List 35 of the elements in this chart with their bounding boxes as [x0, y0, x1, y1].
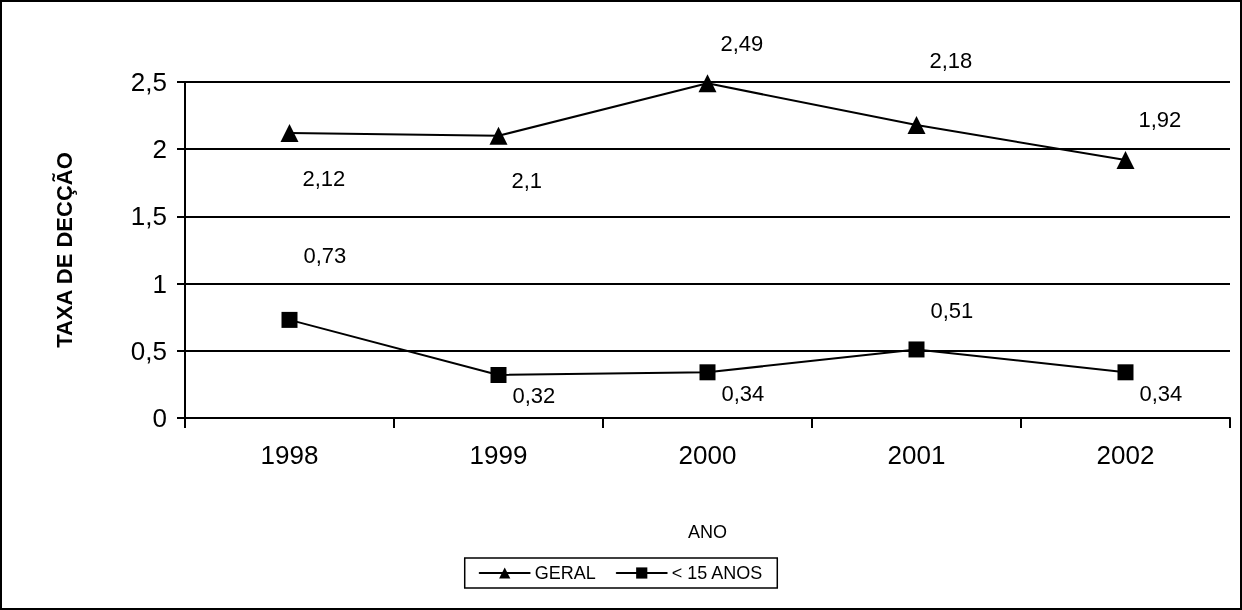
point [490, 366, 507, 383]
data-label: 2,12 [302, 165, 346, 191]
data-label: 2,18 [929, 47, 973, 73]
y-axis-title: TAXA DE DECÇÃO [51, 152, 77, 348]
data-label: 0,34 [721, 380, 765, 406]
point [1116, 150, 1135, 169]
legend-label: < 15 ANOS [671, 563, 763, 583]
legend-label: GERAL [534, 563, 596, 583]
data-label: 2,1 [511, 168, 543, 194]
point [908, 341, 925, 358]
data-label: 0,51 [930, 297, 974, 323]
data-label: 1,92 [1138, 107, 1182, 133]
point [1117, 364, 1134, 381]
point [281, 311, 298, 328]
y-tick-label: 1,5 [130, 201, 167, 232]
y-tick-label: 0,5 [130, 335, 167, 366]
x-tick-label: 2002 [1096, 440, 1155, 470]
point [907, 116, 926, 135]
data-label: 2,49 [720, 30, 764, 56]
y-tick-label: 0 [152, 403, 167, 433]
x-tick-label: 1999 [469, 440, 528, 470]
point [280, 124, 299, 143]
data-label: 0,34 [1139, 380, 1183, 406]
data-label: 0,73 [303, 243, 347, 269]
y-tick-label: 2 [152, 134, 167, 165]
point [699, 364, 716, 381]
y-tick-label: 1 [152, 268, 167, 299]
data-label: 0,32 [512, 383, 556, 409]
y-tick-label: 2,5 [130, 67, 167, 97]
point [698, 74, 717, 93]
x-tick-label: 2000 [678, 440, 737, 470]
point [489, 126, 508, 145]
x-tick-label: 1998 [260, 440, 319, 470]
x-tick-label: 2001 [887, 440, 946, 470]
x-axis-title: ANO [687, 522, 728, 542]
